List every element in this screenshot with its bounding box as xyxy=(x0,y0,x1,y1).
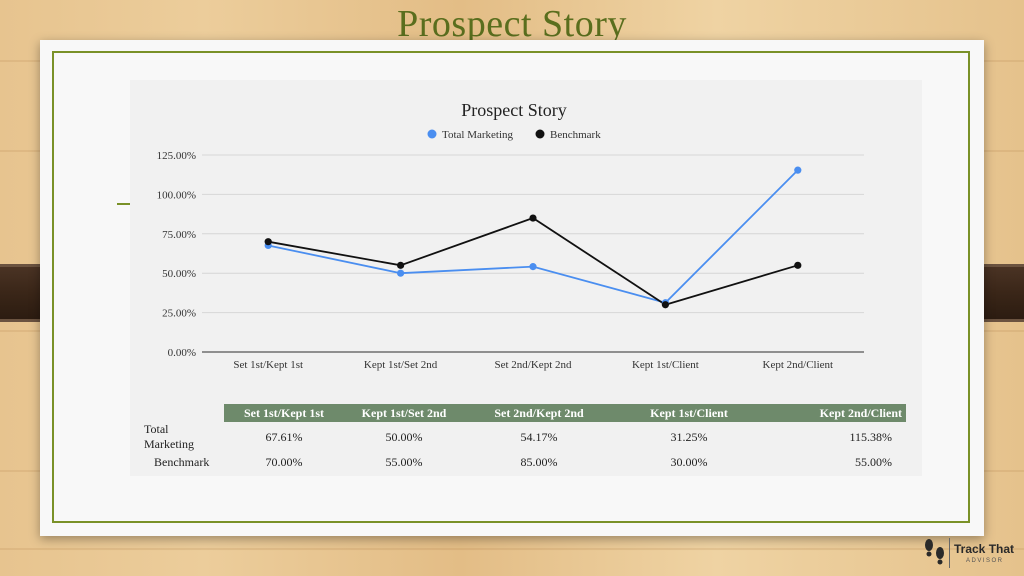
y-tick-label: 125.00% xyxy=(157,150,196,162)
data-table: Set 1st/Kept 1st Kept 1st/Set 2nd Set 2n… xyxy=(142,404,906,472)
logo-name: Track That xyxy=(954,542,1015,556)
table-header-cell: Kept 2nd/Client xyxy=(764,404,906,422)
row-label: Benchmark xyxy=(154,454,210,469)
footprints-icon xyxy=(925,539,944,565)
table-row: Benchmark 70.00% 55.00% 85.00% 30.00% 55… xyxy=(142,452,906,472)
x-tick-label: Set 1st/Kept 1st xyxy=(233,359,303,371)
legend-label: Total Marketing xyxy=(442,129,514,141)
table-cell: 67.61% xyxy=(265,429,303,444)
data-point xyxy=(529,263,537,271)
logo-divider xyxy=(949,538,950,568)
y-tick-label: 25.00% xyxy=(162,308,196,320)
table-header-corner xyxy=(142,404,224,422)
y-tick-label: 50.00% xyxy=(162,268,196,280)
data-point xyxy=(264,238,272,246)
x-tick-label: Kept 1st/Set 2nd xyxy=(364,359,438,371)
data-point xyxy=(397,269,405,277)
data-point xyxy=(794,261,802,269)
card-border xyxy=(52,51,970,523)
table-cell: 55.00% xyxy=(855,454,892,469)
table-header-cell: Kept 1st/Set 2nd xyxy=(344,404,464,422)
row-label: Total Marketing xyxy=(144,422,194,451)
slide-title: Prospect Story xyxy=(397,3,627,45)
data-table-container: Set 1st/Kept 1st Kept 1st/Set 2nd Set 2n… xyxy=(142,404,908,472)
chart-panel: Prospect Story Total Marketing Benchmark 0.… xyxy=(130,80,922,476)
logo-tagline: ADVISOR xyxy=(966,558,1004,564)
x-tick-label: Kept 2nd/Client xyxy=(763,359,834,371)
table-cell: 70.00% xyxy=(265,454,303,469)
accent-line xyxy=(117,203,131,205)
data-point xyxy=(529,214,537,222)
data-point xyxy=(661,301,670,309)
x-tick-label: Set 2nd/Kept 2nd xyxy=(495,359,572,371)
table-cell: 54.17% xyxy=(520,429,558,444)
table-cell: 30.00% xyxy=(670,454,708,469)
y-tick-label: 0.00% xyxy=(168,347,196,359)
legend-label: Benchmark xyxy=(550,129,601,141)
data-point xyxy=(794,166,802,174)
y-tick-label: 75.00% xyxy=(162,229,196,241)
table-header-cell: Kept 1st/Client xyxy=(614,404,764,422)
table-cell: 115.38% xyxy=(849,429,892,444)
table-cell: 55.00% xyxy=(385,454,423,469)
chart-title: Prospect Story xyxy=(461,100,567,120)
table-cell: 85.00% xyxy=(520,454,558,469)
y-tick-label: 100.00% xyxy=(157,189,196,201)
table-header-cell: Set 1st/Kept 1st xyxy=(224,404,344,422)
legend-marker xyxy=(427,129,437,139)
data-point xyxy=(397,261,405,269)
legend-marker xyxy=(535,129,545,139)
table-header-cell: Set 2nd/Kept 2nd xyxy=(464,404,614,422)
company-logo: Track That ADVISOR xyxy=(922,536,1022,572)
table-row: Total Marketing 67.61% 50.00% 54.17% 31.… xyxy=(142,422,906,452)
series-line-total-marketing xyxy=(268,169,799,304)
x-tick-label: Kept 1st/Client xyxy=(632,359,699,371)
table-cell: 31.25% xyxy=(670,429,708,444)
line-chart: Prospect Story Total Marketing Benchmark 0.… xyxy=(157,100,864,371)
table-header-row: Set 1st/Kept 1st Kept 1st/Set 2nd Set 2n… xyxy=(142,404,906,422)
table-cell: 50.00% xyxy=(385,429,423,444)
